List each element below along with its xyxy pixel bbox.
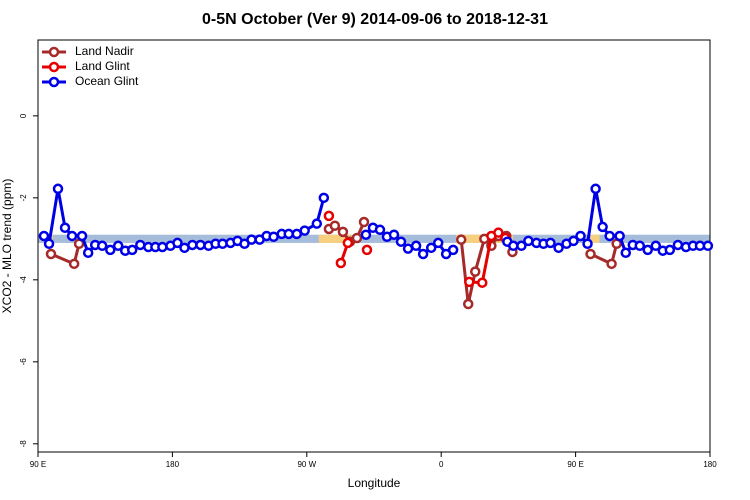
data-point <box>642 244 653 256</box>
data-point <box>568 235 579 247</box>
data-point <box>135 239 146 251</box>
data-point <box>597 221 608 233</box>
data-point <box>508 240 519 252</box>
data-point <box>172 237 183 249</box>
data-point <box>283 228 294 240</box>
x-axis-label: Longitude <box>348 476 401 490</box>
data-point <box>126 244 138 256</box>
y-tick-label: -6 <box>19 358 28 366</box>
data-point <box>43 238 55 249</box>
data-point <box>447 244 459 256</box>
data-point <box>187 239 198 251</box>
shading-highlight <box>318 234 352 243</box>
legend-label: Land Glint <box>75 59 130 73</box>
data-point <box>664 244 676 256</box>
data-point <box>516 240 527 252</box>
data-point <box>59 222 71 234</box>
data-point <box>590 183 601 195</box>
data-point <box>337 226 349 238</box>
data-point <box>329 220 341 231</box>
data-point <box>38 230 50 242</box>
data-point <box>351 232 363 244</box>
x-tick-label: 90 E <box>567 460 583 469</box>
data-point <box>650 240 662 252</box>
data-point <box>455 234 467 245</box>
chart-title: 0-5N October (Ver 9) 2014-09-06 to 2018-… <box>202 11 548 28</box>
data-point <box>112 240 124 252</box>
x-tick-label: 180 <box>166 460 180 469</box>
legend-label: Ocean Glint <box>75 74 139 88</box>
y-axis-label: XCO2 - MLO trend (ppm) <box>0 179 14 314</box>
legend-marker <box>48 76 60 88</box>
data-point <box>268 231 279 243</box>
data-point <box>358 216 370 228</box>
legend-marker <box>48 61 60 73</box>
legend-marker <box>48 46 60 58</box>
data-point <box>672 239 684 251</box>
data-point <box>360 229 372 240</box>
data-point <box>323 210 335 222</box>
data-point <box>76 230 88 242</box>
data-point <box>462 298 474 310</box>
data-point <box>374 224 386 236</box>
data-point <box>523 235 534 247</box>
data-point <box>246 234 257 245</box>
data-point <box>432 237 444 249</box>
data-point <box>702 240 714 252</box>
shading-band <box>38 234 710 243</box>
x-tick-label: 90 W <box>297 460 316 469</box>
data-point <box>96 240 108 252</box>
data-point <box>477 277 488 288</box>
data-point <box>388 229 400 240</box>
data-point <box>469 266 481 277</box>
data-point <box>582 238 593 249</box>
y-tick-label: 0 <box>19 113 28 118</box>
legend-label: Land Nadir <box>75 44 134 58</box>
data-point <box>402 243 414 254</box>
y-tick-label: -4 <box>19 276 28 284</box>
data-point <box>318 192 330 204</box>
data-point <box>417 248 429 260</box>
x-tick-label: 90 E <box>30 460 46 469</box>
x-tick-label: 180 <box>703 460 717 469</box>
data-point <box>553 242 564 254</box>
data-point <box>105 244 116 256</box>
data-point <box>575 230 586 242</box>
data-point <box>311 218 323 229</box>
data-point <box>342 237 354 249</box>
data-point <box>464 276 475 288</box>
data-point <box>66 230 78 242</box>
x-tick-label: 0 <box>439 460 444 469</box>
data-point <box>157 241 168 253</box>
data-point <box>299 225 310 236</box>
data-point <box>604 230 615 242</box>
data-point <box>634 240 646 252</box>
data-point <box>361 244 373 256</box>
series-line <box>50 221 619 306</box>
data-point <box>410 240 422 252</box>
data-point <box>545 237 556 249</box>
data-point <box>585 248 596 260</box>
data-point <box>82 247 94 259</box>
shading-highlight <box>590 234 600 243</box>
data-point <box>335 257 347 269</box>
y-tick-label: -2 <box>19 194 28 202</box>
data-point <box>395 236 407 247</box>
data-point <box>614 230 625 242</box>
data-point <box>45 248 57 260</box>
data-point <box>606 258 617 270</box>
data-point <box>68 258 80 270</box>
y-tick-label: -8 <box>19 440 28 448</box>
data-point <box>52 183 64 195</box>
data-point <box>620 247 632 259</box>
data-point <box>195 239 206 251</box>
data-point <box>493 227 504 238</box>
data-point <box>425 242 437 254</box>
